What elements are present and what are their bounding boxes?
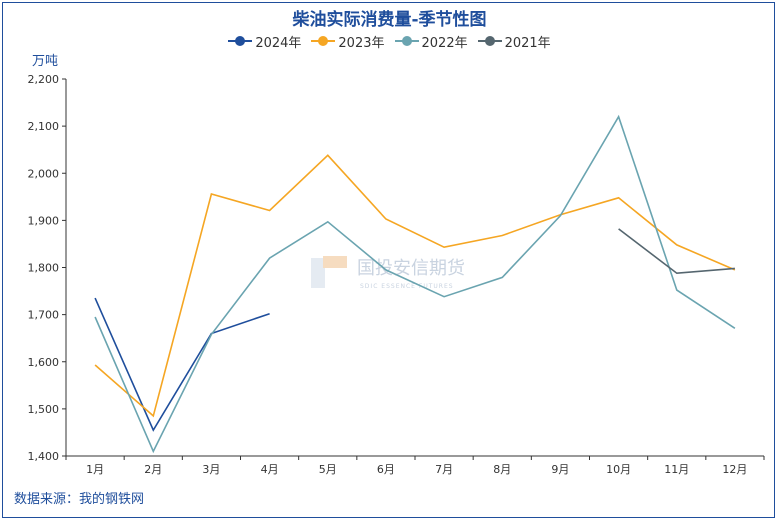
watermark-sub: SDIC ESSENCE FUTURES <box>360 283 454 290</box>
watermark-text: 国投安信期货 <box>357 258 465 279</box>
x-tick-label: 5月 <box>319 463 337 476</box>
y-tick-label: 1,800 <box>28 262 60 275</box>
legend-item: 2022年 <box>394 31 468 51</box>
legend-item: 2023年 <box>311 31 385 51</box>
legend-label: 2024年 <box>255 35 302 51</box>
y-tick-label: 1,900 <box>28 214 60 227</box>
x-tick-label: 3月 <box>202 463 220 476</box>
chart-legend: 2024年 2023年 2022年 2021年 <box>0 31 779 51</box>
legend-label: 2022年 <box>421 35 468 51</box>
x-tick-label: 2月 <box>144 463 162 476</box>
series-line-2021年 <box>618 228 735 275</box>
series-line-2024年 <box>94 297 270 432</box>
legend-marker-icon <box>394 35 419 47</box>
x-tick-label: 4月 <box>261 463 279 476</box>
x-tick-label: 1月 <box>86 463 104 476</box>
legend-marker-icon <box>477 35 502 47</box>
series-line-2023年 <box>94 154 736 418</box>
watermark: 国投安信期货 SDIC ESSENCE FUTURES <box>311 256 465 290</box>
x-tick-label: 8月 <box>493 463 511 476</box>
legend-item: 2021年 <box>477 31 551 51</box>
chart-title: 柴油实际消费量-季节性图 <box>292 10 487 30</box>
x-tick-label: 10月 <box>606 463 631 476</box>
watermark-logo-accent <box>323 256 347 268</box>
y-tick-label: 1,500 <box>28 403 60 416</box>
legend-label: 2023年 <box>338 35 385 51</box>
y-tick-label: 1,400 <box>28 450 60 463</box>
y-tick-label: 1,700 <box>28 309 60 322</box>
x-tick-label: 7月 <box>435 463 453 476</box>
legend-marker-icon <box>228 35 253 47</box>
legend-item: 2024年 <box>228 31 301 51</box>
watermark-logo-icon <box>311 258 325 288</box>
legend-label: 2021年 <box>504 35 551 51</box>
y-tick-label: 2,000 <box>28 167 60 180</box>
y-tick-label: 1,600 <box>28 356 60 369</box>
x-tick-label: 11月 <box>664 463 689 476</box>
series-line-2022年 <box>94 114 736 454</box>
x-tick-label: 9月 <box>551 463 569 476</box>
y-tick-label: 2,200 <box>28 73 60 86</box>
y-axis-unit: 万吨 <box>32 54 59 69</box>
data-source: 数据来源：我的钢铁网 <box>14 492 145 507</box>
legend-marker-icon <box>311 35 336 47</box>
x-tick-label: 6月 <box>377 463 395 476</box>
y-tick-label: 2,100 <box>28 120 60 133</box>
x-tick-label: 12月 <box>722 463 747 476</box>
